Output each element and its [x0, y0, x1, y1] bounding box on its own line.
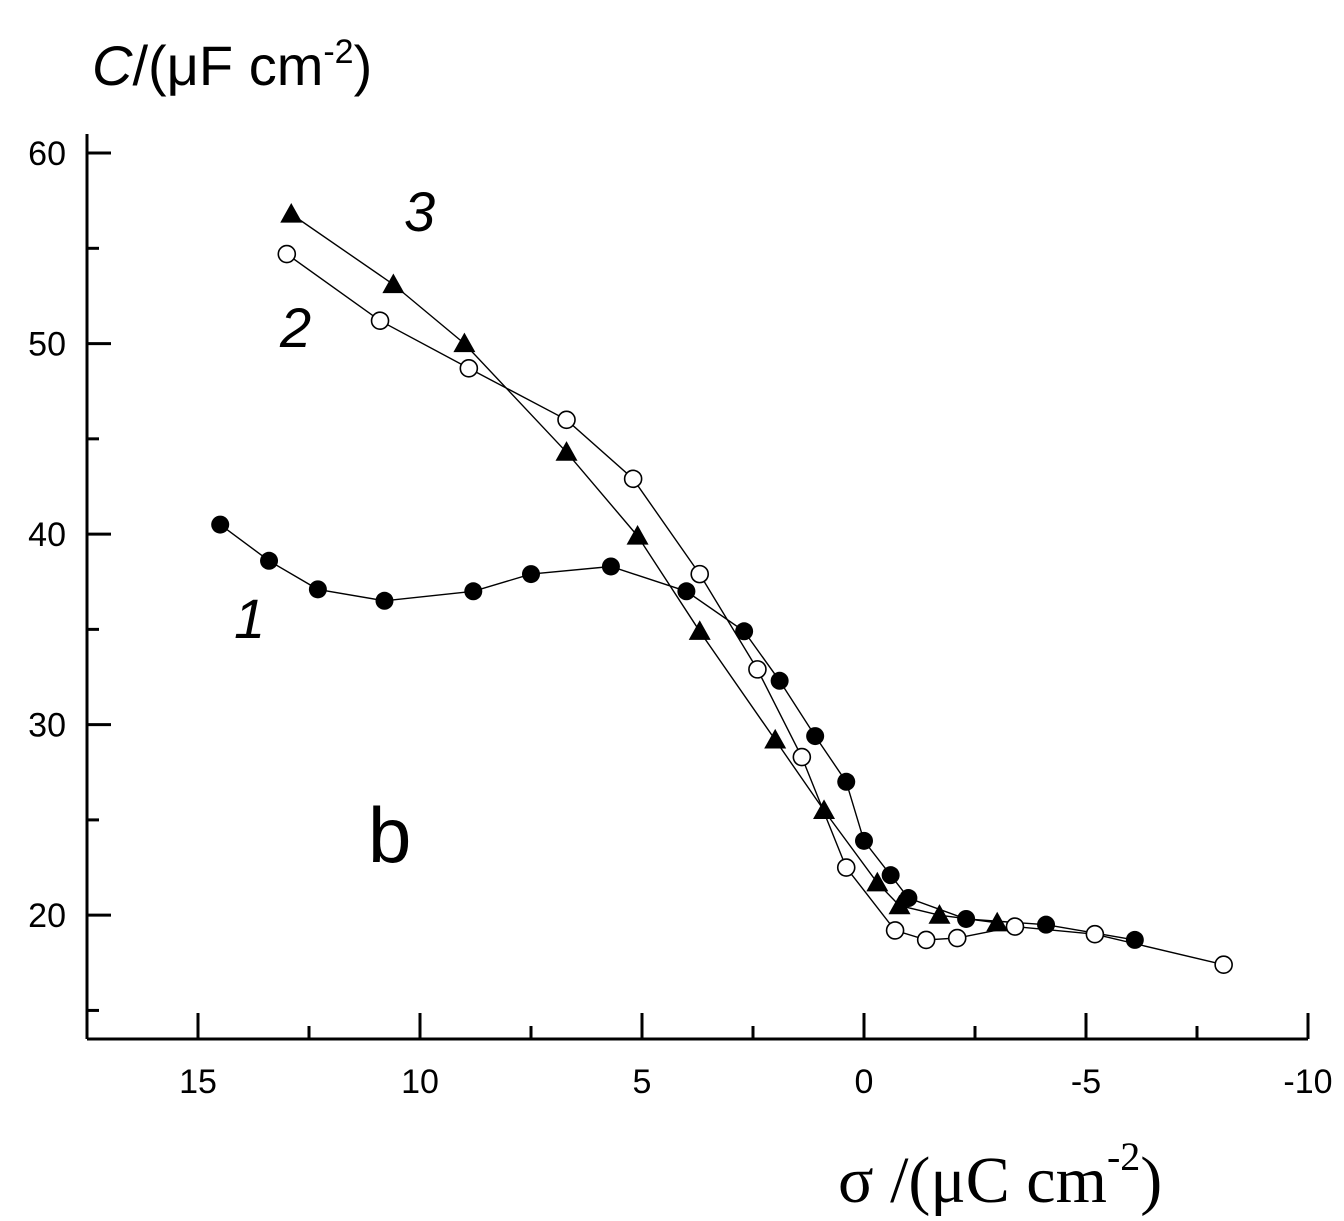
x-axis-label-exponent: -2 [1107, 1134, 1140, 1179]
series-2-label: 2 [279, 296, 311, 359]
series-1-point [308, 580, 327, 599]
series-3-point [555, 441, 578, 461]
series-3-label: 3 [404, 180, 435, 243]
x-axis-label-variable: σ [838, 1144, 874, 1217]
series-3-point [382, 273, 405, 294]
series-1-point [601, 557, 620, 576]
series-2-point [1005, 917, 1025, 936]
series-1-point [837, 772, 856, 791]
series-2-point [370, 311, 390, 331]
y-axis-label-close: ) [354, 34, 373, 97]
y-axis-label-unit: /(μF cm [132, 34, 323, 97]
series-1-point [735, 622, 754, 641]
series-1-point [260, 551, 279, 570]
series-2-point [1214, 955, 1233, 974]
series-markers [211, 203, 1233, 974]
series-3-point [453, 332, 476, 353]
svg-text:C/(μF cm-2): C/(μF cm-2) [92, 33, 372, 97]
series-3-point [764, 728, 787, 749]
x-axis-label-unit: /(μC cm [874, 1144, 1107, 1217]
series-2-point [792, 747, 812, 767]
y-axis-label: C/(μF cm-2) [92, 33, 372, 97]
series-2-line [286, 253, 1224, 966]
series-1-point [522, 565, 540, 584]
series-2-point [623, 469, 643, 489]
y-tick-label: 60 [28, 135, 66, 173]
y-tick-label: 50 [28, 326, 66, 364]
series-1-point [957, 909, 976, 928]
series-1-point [211, 515, 230, 534]
series-1-point [770, 671, 789, 690]
series-3-point [280, 203, 303, 223]
x-tick-label: -5 [1071, 1063, 1101, 1101]
series-2-point [916, 930, 936, 950]
y-axis-label-exponent: -2 [323, 33, 353, 71]
series-3-point [813, 799, 836, 819]
panel-label: b [368, 791, 411, 879]
series-3-point [688, 620, 711, 640]
series-1-point [464, 582, 483, 601]
y-axis-label-variable: C [92, 34, 133, 97]
y-tick-label: 40 [28, 516, 66, 554]
x-tick-label: 0 [855, 1063, 874, 1101]
series-2-point [836, 858, 856, 877]
x-tick-label: 5 [633, 1063, 652, 1101]
series-2-point [690, 564, 710, 584]
series-1-label: 1 [234, 587, 265, 650]
series-1-point [881, 866, 900, 885]
series-2-point [748, 660, 767, 679]
series-3-point [928, 904, 951, 924]
series-3-point [888, 894, 911, 915]
series-3-point [626, 525, 649, 545]
series-2-point [885, 921, 905, 940]
x-tick-label: -10 [1283, 1063, 1332, 1101]
series-1-point [855, 831, 873, 850]
series-2-point [947, 928, 967, 948]
series-1-point [806, 727, 825, 746]
series-3-point [986, 911, 1009, 932]
series-1-line [219, 524, 1135, 941]
series-3-point [866, 871, 889, 892]
series-2-point [557, 410, 576, 430]
y-tick-label: 30 [28, 707, 66, 745]
x-tick-label: 15 [179, 1063, 217, 1101]
svg-text:σ /(μC cm-2): σ /(μC cm-2) [838, 1134, 1162, 1217]
y-tick-label: 20 [28, 897, 66, 935]
series-1-point [677, 582, 696, 601]
x-axis-label: σ /(μC cm-2) [838, 1134, 1162, 1217]
x-tick-label: 10 [401, 1063, 439, 1101]
series-2-point [277, 244, 297, 264]
series-2-point [459, 359, 479, 378]
series-1-point [1037, 915, 1056, 934]
series-2-point [1085, 924, 1105, 944]
x-axis-label-close: ) [1140, 1144, 1162, 1217]
series-1-point [375, 591, 394, 610]
series-1-point [1125, 930, 1144, 949]
